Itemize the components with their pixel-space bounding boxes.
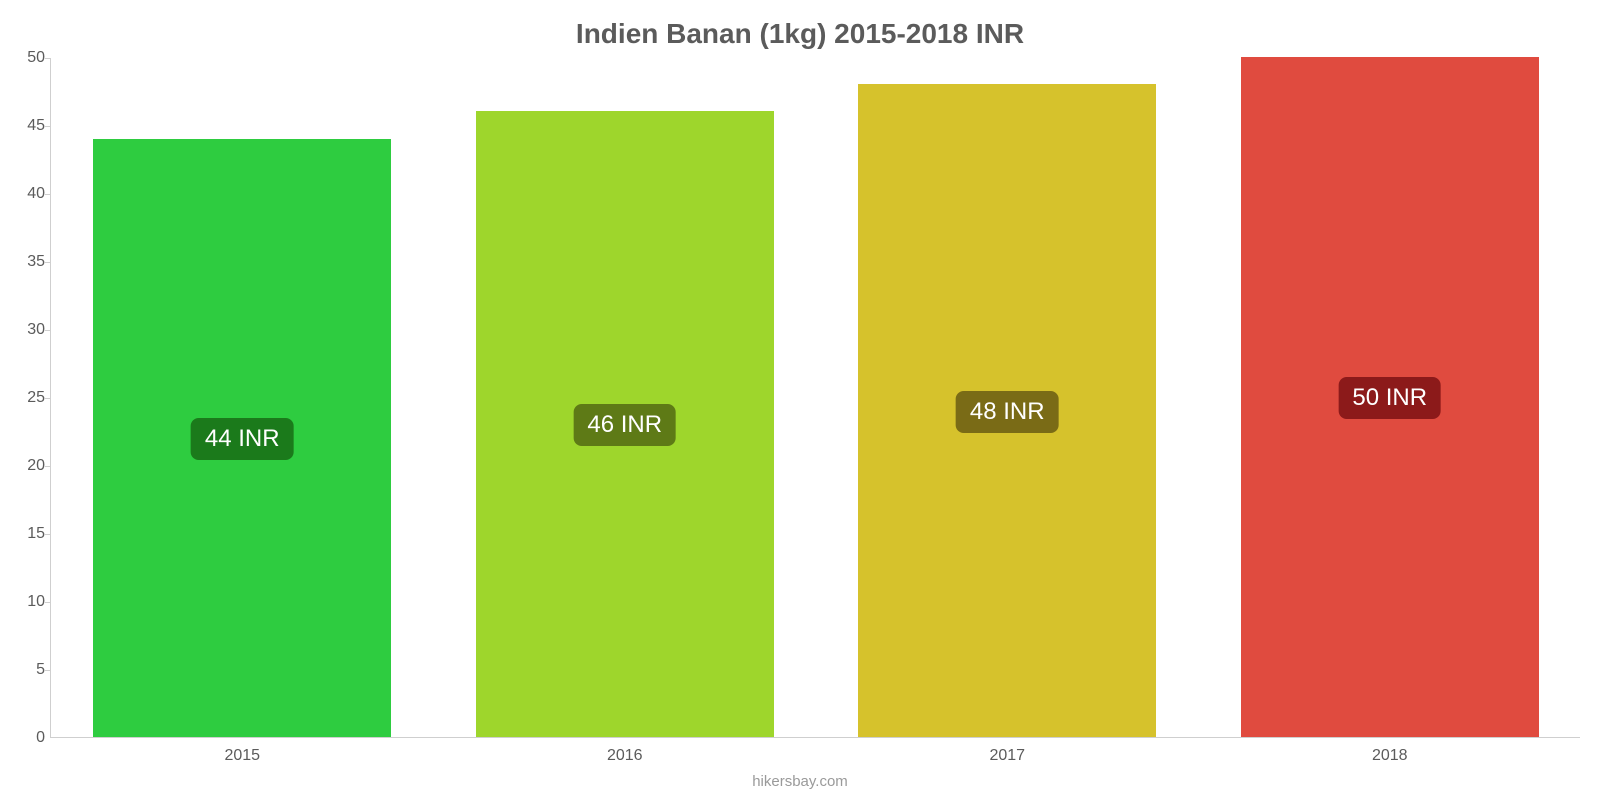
y-tick-mark [45, 398, 51, 399]
y-tick-label: 40 [11, 185, 45, 203]
plot-area: 0510152025303540455044 INR201546 INR2016… [50, 58, 1580, 738]
bar-chart: Indien Banan (1kg) 2015-2018 INR 0510152… [0, 0, 1600, 800]
y-tick-label: 30 [11, 321, 45, 339]
bar-value-label: 48 INR [956, 391, 1059, 433]
y-tick-mark [45, 194, 51, 195]
y-tick-label: 20 [11, 457, 45, 475]
y-tick-mark [45, 126, 51, 127]
chart-footer: hikersbay.com [0, 773, 1600, 790]
y-tick-mark [45, 330, 51, 331]
bar-value-label: 46 INR [573, 404, 676, 446]
y-tick-label: 45 [11, 117, 45, 135]
y-tick-mark [45, 602, 51, 603]
chart-title: Indien Banan (1kg) 2015-2018 INR [0, 18, 1600, 50]
bar-value-label: 50 INR [1338, 377, 1441, 419]
x-tick-label: 2018 [1372, 747, 1408, 765]
y-tick-label: 0 [11, 729, 45, 747]
x-tick-label: 2015 [224, 747, 260, 765]
y-tick-mark [45, 466, 51, 467]
y-tick-label: 35 [11, 253, 45, 271]
y-tick-label: 5 [11, 661, 45, 679]
y-tick-mark [45, 262, 51, 263]
y-tick-label: 10 [11, 593, 45, 611]
y-tick-label: 50 [11, 49, 45, 67]
x-tick-label: 2016 [607, 747, 643, 765]
y-tick-mark [45, 534, 51, 535]
y-tick-label: 15 [11, 525, 45, 543]
x-tick-label: 2017 [989, 747, 1025, 765]
y-tick-mark [45, 58, 51, 59]
y-tick-label: 25 [11, 389, 45, 407]
y-tick-mark [45, 670, 51, 671]
bar-value-label: 44 INR [191, 418, 294, 460]
